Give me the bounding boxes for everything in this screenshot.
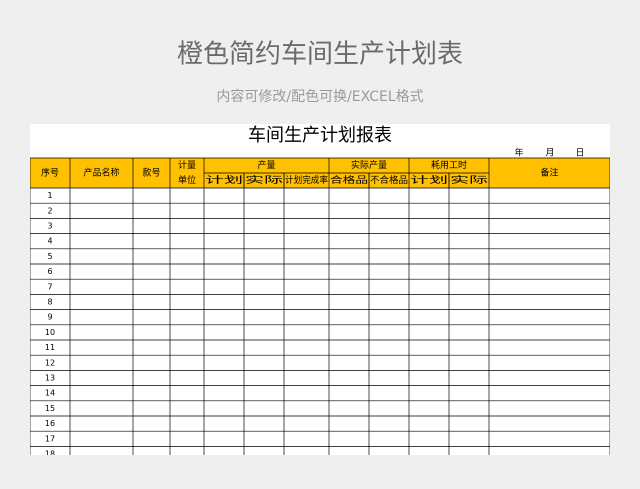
header-sub: 计划完成率 — [285, 174, 328, 186]
sheet-title: 车间生产计划报表 — [248, 125, 392, 146]
row-number: 10 — [45, 328, 55, 337]
row-number: 16 — [45, 419, 55, 428]
row-number: 11 — [45, 343, 55, 352]
row-number: 15 — [45, 404, 55, 413]
sheet: 车间生产计划报表 年月日序号 产品名称 款号计量单位产量计划 实际 计划完成率实际产量合… — [30, 124, 610, 459]
header-cell: 款号 — [142, 167, 160, 179]
header-group: 耗用工时 — [431, 159, 467, 171]
header-cell: 备注 — [540, 167, 558, 179]
header-sub: 计划 — [410, 174, 448, 186]
row-number: 6 — [47, 267, 52, 276]
header-sub: 计划 — [205, 174, 243, 186]
header-sub: 不合格品 — [370, 174, 408, 186]
row-number: 13 — [45, 374, 55, 383]
row-number: 3 — [47, 222, 52, 231]
header-sub: 合格品 — [330, 174, 368, 186]
row-number: 8 — [47, 298, 52, 307]
date-label: 日 — [575, 148, 584, 159]
header-sub: 实际 — [245, 174, 283, 186]
row-number: 18 — [45, 450, 55, 459]
row-number: 14 — [45, 389, 55, 398]
row-number: 7 — [47, 282, 52, 291]
row-number: 5 — [47, 252, 52, 261]
header-cell: 产品名称 — [83, 167, 119, 179]
header-group: 实际产量 — [351, 159, 387, 171]
header-cell: 序号 — [41, 167, 59, 179]
page-subtitle: 内容可修改/配色可换/EXCEL格式 — [216, 88, 423, 105]
row-number: 17 — [45, 434, 55, 443]
date-label: 年 — [514, 147, 523, 159]
date-label: 月 — [545, 148, 554, 159]
row-number: 2 — [47, 206, 52, 215]
row-number: 4 — [47, 237, 52, 246]
row-number: 12 — [45, 358, 55, 367]
page-title: 橙色简约车间生产计划表 — [177, 40, 463, 70]
row-number: 9 — [47, 313, 52, 322]
header-sub: 实际 — [450, 174, 488, 186]
header-cell: 单位 — [178, 174, 196, 186]
header-cell: 计量 — [178, 159, 196, 171]
row-number: 1 — [47, 191, 52, 200]
header-group: 产量 — [257, 159, 275, 171]
